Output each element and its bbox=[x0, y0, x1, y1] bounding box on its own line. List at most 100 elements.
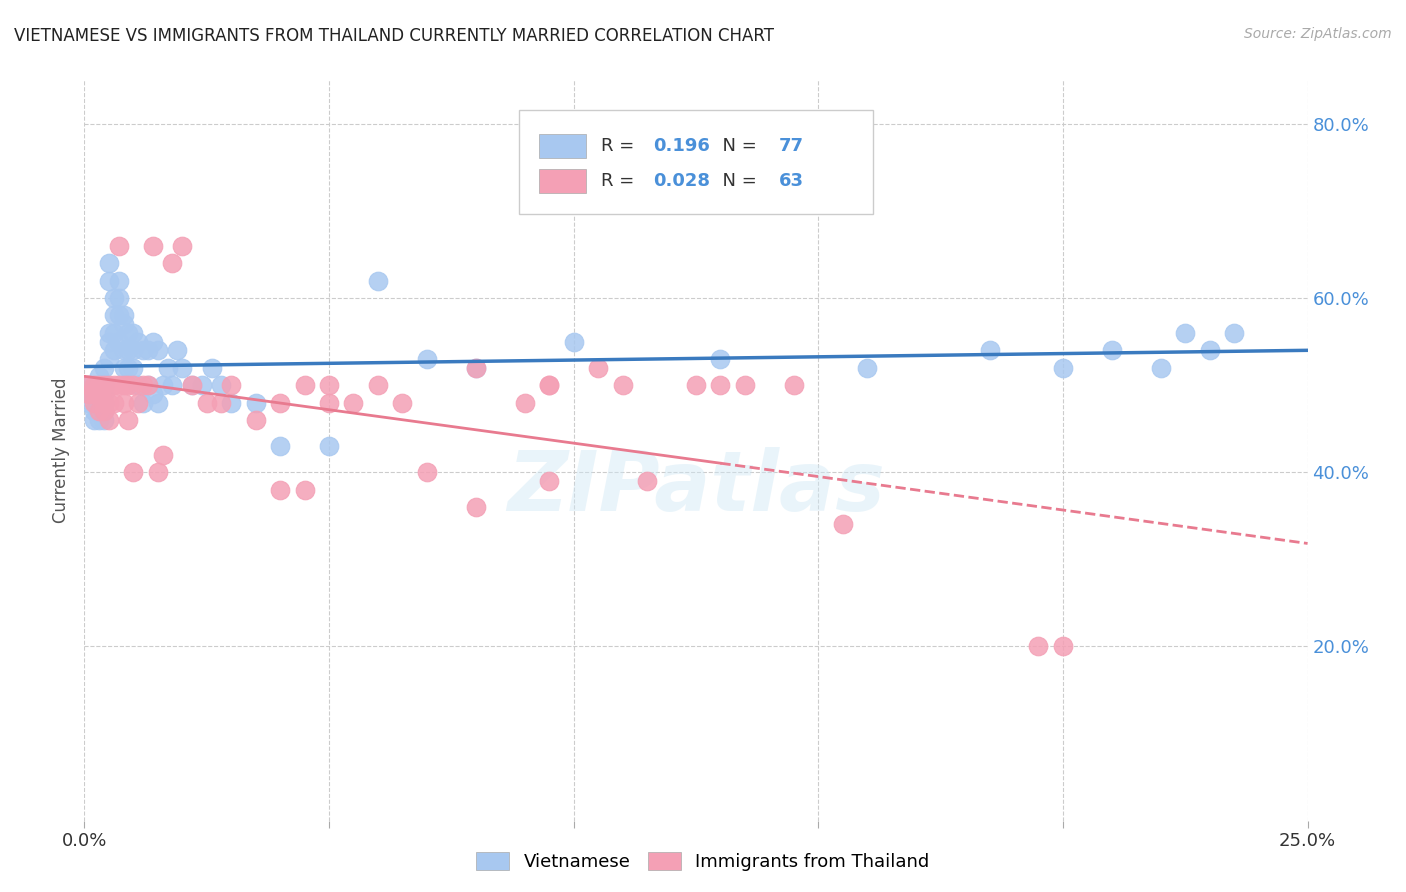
Point bbox=[93, 395, 115, 409]
Point bbox=[93, 360, 115, 375]
Point bbox=[127, 334, 149, 349]
Point bbox=[1101, 343, 1123, 358]
Point bbox=[245, 413, 267, 427]
Point bbox=[112, 309, 135, 323]
Point bbox=[416, 351, 439, 366]
Point bbox=[172, 360, 194, 375]
Point bbox=[93, 413, 115, 427]
Point bbox=[269, 483, 291, 497]
Text: 77: 77 bbox=[779, 137, 804, 155]
Point bbox=[117, 343, 139, 358]
Point bbox=[136, 343, 159, 358]
Point bbox=[93, 378, 115, 392]
Point bbox=[87, 404, 110, 418]
Point bbox=[93, 378, 115, 392]
Point bbox=[107, 309, 129, 323]
Point bbox=[209, 395, 232, 409]
Point bbox=[162, 378, 184, 392]
Point bbox=[83, 404, 105, 418]
Point bbox=[77, 387, 100, 401]
Point bbox=[77, 387, 100, 401]
Point bbox=[107, 334, 129, 349]
Point bbox=[103, 326, 125, 340]
Point bbox=[77, 395, 100, 409]
Point bbox=[979, 343, 1001, 358]
Point bbox=[245, 395, 267, 409]
Point bbox=[685, 378, 707, 392]
Point bbox=[200, 360, 222, 375]
Point bbox=[107, 291, 129, 305]
Text: 0.028: 0.028 bbox=[654, 172, 710, 190]
Point bbox=[112, 378, 135, 392]
Point bbox=[1198, 343, 1220, 358]
Point bbox=[97, 395, 120, 409]
Text: R =: R = bbox=[600, 172, 640, 190]
Point bbox=[107, 239, 129, 253]
Point bbox=[166, 343, 188, 358]
Point bbox=[83, 413, 105, 427]
Point bbox=[93, 387, 115, 401]
Point bbox=[612, 378, 634, 392]
Point bbox=[97, 326, 120, 340]
Point bbox=[83, 378, 105, 392]
Point bbox=[127, 395, 149, 409]
Point bbox=[112, 343, 135, 358]
Point bbox=[181, 378, 204, 392]
Point bbox=[783, 378, 806, 392]
Text: N =: N = bbox=[710, 137, 762, 155]
Point bbox=[367, 274, 389, 288]
Point bbox=[136, 378, 159, 392]
Point bbox=[103, 309, 125, 323]
Point bbox=[538, 378, 561, 392]
Point bbox=[464, 500, 486, 514]
Point bbox=[142, 334, 165, 349]
Point bbox=[181, 378, 204, 392]
Point bbox=[162, 256, 184, 270]
Point bbox=[1052, 360, 1074, 375]
Point bbox=[172, 239, 194, 253]
Text: VIETNAMESE VS IMMIGRANTS FROM THAILAND CURRENTLY MARRIED CORRELATION CHART: VIETNAMESE VS IMMIGRANTS FROM THAILAND C… bbox=[14, 27, 775, 45]
Point bbox=[146, 395, 169, 409]
Point bbox=[219, 395, 242, 409]
Text: 63: 63 bbox=[779, 172, 804, 190]
Point bbox=[122, 326, 145, 340]
Point bbox=[107, 378, 129, 392]
Point bbox=[103, 378, 125, 392]
Point bbox=[294, 483, 316, 497]
Point bbox=[83, 387, 105, 401]
FancyBboxPatch shape bbox=[540, 169, 586, 193]
Point bbox=[112, 317, 135, 331]
Point bbox=[97, 274, 120, 288]
Point bbox=[107, 274, 129, 288]
Point bbox=[709, 351, 731, 366]
Legend: Vietnamese, Immigrants from Thailand: Vietnamese, Immigrants from Thailand bbox=[470, 845, 936, 879]
Point bbox=[83, 387, 105, 401]
Point bbox=[93, 395, 115, 409]
Text: R =: R = bbox=[600, 137, 640, 155]
Point bbox=[342, 395, 364, 409]
Point bbox=[87, 395, 110, 409]
Point bbox=[122, 360, 145, 375]
Point bbox=[97, 334, 120, 349]
Point bbox=[93, 404, 115, 418]
Point bbox=[294, 378, 316, 392]
Point bbox=[117, 378, 139, 392]
Point bbox=[318, 378, 340, 392]
Point bbox=[112, 395, 135, 409]
Point bbox=[269, 395, 291, 409]
Point bbox=[97, 351, 120, 366]
Point bbox=[93, 404, 115, 418]
Point bbox=[1150, 360, 1173, 375]
Point bbox=[367, 378, 389, 392]
Point bbox=[87, 369, 110, 384]
Point bbox=[127, 378, 149, 392]
Point bbox=[586, 360, 609, 375]
Point bbox=[146, 343, 169, 358]
Point bbox=[152, 448, 174, 462]
Point bbox=[87, 387, 110, 401]
Point bbox=[513, 395, 536, 409]
Point bbox=[1052, 640, 1074, 654]
Point bbox=[122, 378, 145, 392]
Point bbox=[538, 378, 561, 392]
Point bbox=[87, 404, 110, 418]
